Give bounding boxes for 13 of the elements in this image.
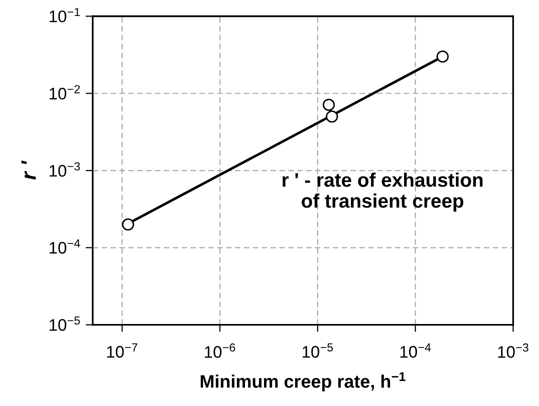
y-tick-label: 10$^{−3}$ <box>50 162 80 177</box>
y-tick-label: 10$^{−1}$ <box>50 8 80 22</box>
x-tick-label: 10$^{−5}$ <box>302 343 333 358</box>
x-tick-label: 10$^{−6}$ <box>204 343 236 358</box>
annotation: r ' - rate of exhaustion of transient creep <box>282 172 483 212</box>
y-axis-title: r ' <box>21 160 36 180</box>
y-tick-label: 10$^{−5}$ <box>50 316 80 331</box>
x-tick-label: 10$^{−3}$ <box>498 343 528 358</box>
y-tick-label: 10$^{−2}$ <box>50 85 80 100</box>
x-tick-label: 10$^{−7}$ <box>107 343 138 358</box>
x-axis-title: Minimum creep rate, h$^{−1}$ <box>200 372 406 392</box>
y-tick-label: 10$^{−4}$ <box>50 239 80 254</box>
x-tick-label: 10$^{−4}$ <box>400 343 431 358</box>
